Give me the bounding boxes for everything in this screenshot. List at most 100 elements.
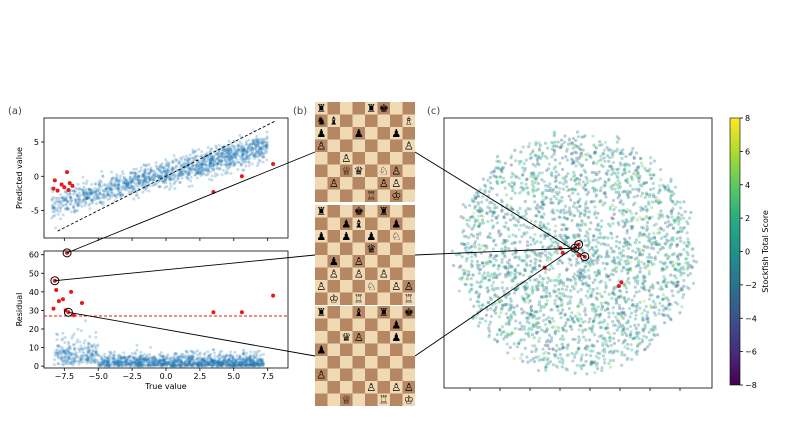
embedding-point [551, 363, 555, 367]
embedding-point [641, 317, 645, 321]
data-point [143, 183, 147, 187]
x-tick-label: 2.5 [194, 372, 207, 381]
data-point [81, 354, 85, 358]
data-point [246, 143, 250, 147]
data-point [136, 355, 140, 359]
data-point [78, 348, 82, 352]
data-point [227, 354, 231, 358]
data-point [180, 176, 184, 180]
embedding-point [470, 259, 474, 263]
embedding-point [635, 218, 639, 222]
data-point [56, 344, 60, 348]
board-square [377, 343, 390, 356]
data-point [191, 349, 195, 353]
data-point [129, 187, 133, 191]
data-point [149, 168, 153, 172]
embedding-point [495, 159, 499, 163]
data-point [157, 359, 161, 363]
chess-piece: ♙ [391, 177, 401, 190]
data-point [85, 197, 89, 201]
data-point [131, 359, 135, 363]
chess-piece: ♟ [354, 127, 364, 140]
data-point [264, 141, 268, 145]
data-point [229, 171, 233, 175]
data-point [147, 175, 151, 179]
data-point [247, 160, 251, 164]
embedding-point [684, 257, 688, 261]
data-point [160, 175, 164, 179]
data-point [98, 191, 102, 195]
embedding-point [564, 329, 568, 333]
embedding-point [584, 353, 589, 357]
data-point [82, 187, 86, 191]
data-point [139, 177, 143, 181]
data-point [254, 146, 258, 150]
data-point [119, 192, 123, 196]
embedding-point [541, 347, 545, 351]
embedding-point [518, 339, 523, 343]
data-point [143, 171, 147, 175]
data-point [103, 183, 107, 187]
data-point [177, 174, 181, 178]
data-point [84, 192, 88, 196]
data-point [129, 172, 133, 176]
data-point [56, 209, 60, 213]
data-point [224, 147, 228, 151]
data-point [229, 148, 233, 152]
data-point [197, 168, 201, 172]
data-point [84, 201, 88, 205]
embedding-point [564, 288, 568, 292]
data-point [101, 362, 105, 366]
data-point [79, 360, 83, 364]
data-point [66, 348, 70, 352]
embedding-point [603, 266, 607, 271]
data-point [75, 354, 79, 358]
data-point [246, 150, 250, 154]
embedding-point [512, 215, 516, 219]
data-point [168, 178, 172, 182]
data-point [83, 319, 87, 323]
data-point [109, 188, 113, 192]
data-point [102, 195, 106, 199]
embedding-point [505, 203, 509, 207]
embedding-point [472, 199, 476, 204]
data-point [264, 149, 268, 153]
data-point [159, 358, 163, 362]
embedding-point [584, 328, 588, 332]
embedding-point [545, 146, 550, 150]
data-point [158, 185, 162, 189]
data-point [61, 213, 65, 217]
embedding-point [525, 231, 529, 235]
data-point [210, 164, 214, 168]
data-point [212, 348, 216, 352]
data-point [199, 170, 203, 174]
data-point [81, 190, 85, 194]
data-point [179, 169, 183, 173]
data-point [237, 144, 241, 148]
data-point [70, 336, 74, 340]
data-point [256, 143, 260, 147]
embedding-point [579, 142, 583, 147]
data-point [134, 175, 138, 179]
data-point [139, 174, 143, 178]
chess-piece: ♛ [341, 331, 351, 344]
plot-frame [43, 117, 289, 239]
data-point [110, 191, 114, 195]
embedding-point [646, 345, 650, 349]
data-point [56, 351, 60, 355]
data-point [101, 196, 105, 200]
data-point [64, 206, 68, 210]
data-point [225, 147, 229, 151]
data-point [234, 154, 238, 158]
data-point [162, 170, 166, 174]
data-point [104, 187, 108, 191]
data-point [205, 159, 209, 163]
data-point [158, 164, 162, 168]
data-point [205, 173, 209, 177]
embedding-point [517, 176, 521, 180]
embedding-point [509, 163, 513, 167]
data-point [186, 156, 190, 160]
data-point [236, 144, 240, 148]
data-point [180, 157, 184, 161]
data-point [144, 185, 148, 189]
